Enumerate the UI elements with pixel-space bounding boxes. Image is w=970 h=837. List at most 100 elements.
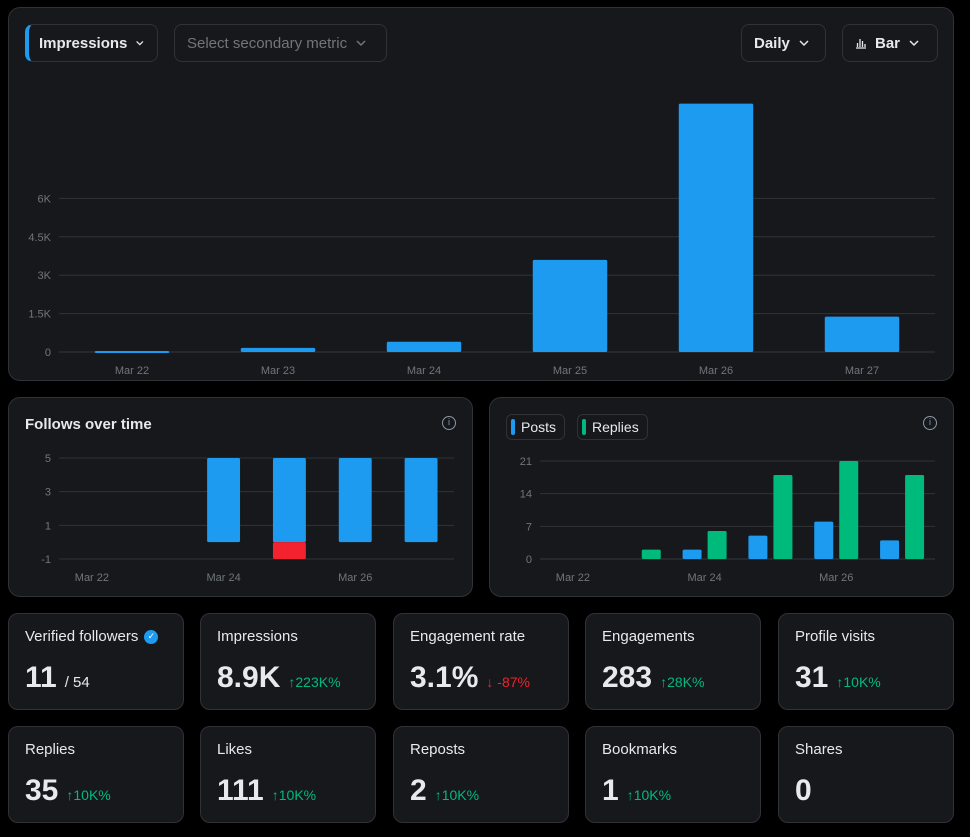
bar-impressions-mar-23 — [240, 347, 316, 352]
x-tick-label: Mar 25 — [553, 365, 587, 377]
stat-card-replies: Replies 35 ↑10K% — [8, 726, 184, 823]
follows-bar-chart: -1 1 3 5 Mar 22 Mar 24 Mar 26 — [41, 453, 454, 584]
legend-replies-swatch — [582, 419, 586, 435]
follows-panel: Follows over time i -1 1 3 5 Mar 22 Mar 24 Mar… — [8, 397, 473, 597]
stat-label: Shares — [795, 741, 843, 758]
primary-metric-label: Impressions — [39, 34, 128, 52]
stat-card-engagement-rate: Engagement rate 3.1% ↓ -87% — [393, 613, 569, 710]
stat-value: 35 — [25, 774, 59, 807]
stat-card-shares: Shares 0 — [778, 726, 954, 823]
bar-follows-mar-25 — [272, 458, 306, 543]
bar-follows-mar-26 — [338, 458, 372, 543]
stat-label: Likes — [217, 741, 253, 758]
x-tick-label: Mar 26 — [338, 572, 372, 584]
stat-value: 31 — [795, 661, 829, 694]
bar-unfollows-mar-25 — [272, 542, 306, 559]
stat-label: Verified followers — [25, 628, 139, 645]
stat-card-profile-visits: Profile visits 31 ↑10K% — [778, 613, 954, 710]
y-tick-label: 21 — [520, 456, 532, 468]
stat-value: 111 — [217, 774, 264, 807]
y-tick-label: 7 — [526, 521, 532, 533]
bar-follows-mar-27 — [404, 458, 438, 543]
stat-card-impressions: Impressions 8.9K ↑223K% — [200, 613, 376, 710]
stat-change: ↑10K% — [434, 787, 480, 803]
x-tick-label: Mar 26 — [699, 365, 733, 377]
stat-card-engagements: Engagements 283 ↑28K% — [585, 613, 761, 710]
stat-label: Engagements — [602, 628, 695, 645]
legend-replies[interactable]: Replies — [577, 414, 648, 440]
y-tick-label: 3 — [45, 487, 51, 499]
x-tick-label: Mar 22 — [75, 572, 109, 584]
y-tick-label: -1 — [41, 554, 51, 566]
legend-posts-label: Posts — [521, 419, 557, 435]
impressions-chart-panel: Impressions Select secondary metric Dail… — [8, 7, 954, 381]
bar-impressions-mar-26 — [678, 103, 754, 353]
y-tick-label: 1.5K — [28, 309, 51, 321]
x-tick-label: Mar 22 — [115, 365, 149, 377]
bar-posts-mar-26 — [814, 521, 834, 559]
secondary-metric-dropdown[interactable]: Select secondary metric — [174, 24, 387, 62]
stat-label: Replies — [25, 741, 76, 758]
x-tick-label: Mar 22 — [556, 572, 590, 584]
chevron-down-icon — [909, 40, 919, 47]
legend-posts[interactable]: Posts — [506, 414, 566, 440]
stat-label: Engagement rate — [410, 628, 526, 645]
chart-type-label: Bar — [875, 34, 901, 52]
x-tick-label: Mar 23 — [261, 365, 295, 377]
stat-value: 0 — [795, 774, 812, 807]
impressions-bar-chart: 0 1.5K 3K 4.5K 6K Mar 22 Mar 23 Mar 24 Mar 25 Mar… — [28, 103, 935, 377]
stat-change: ↑10K% — [66, 787, 111, 803]
interval-dropdown[interactable]: Daily — [741, 24, 826, 62]
y-tick-label: 3K — [38, 270, 52, 282]
stat-value: 3.1% — [410, 661, 479, 694]
y-tick-label: 6K — [38, 193, 52, 205]
stat-value: 8.9K — [217, 661, 281, 694]
legend-replies-label: Replies — [592, 419, 639, 435]
stat-value: 11 — [25, 661, 57, 694]
stat-label: Impressions — [217, 628, 298, 645]
chart-type-dropdown[interactable]: Bar — [842, 24, 938, 62]
bar-impressions-mar-24 — [386, 341, 462, 352]
chevron-down-icon — [356, 40, 366, 47]
stat-change: ↑10K% — [271, 787, 317, 803]
y-tick-label: 0 — [526, 554, 532, 566]
stat-change: ↓ -87% — [486, 674, 530, 690]
legend-posts-swatch — [511, 419, 515, 435]
x-tick-label: Mar 24 — [206, 572, 240, 584]
stat-change: ↑223K% — [288, 674, 341, 690]
x-tick-label: Mar 26 — [819, 572, 853, 584]
stat-sub: / 54 — [64, 674, 90, 691]
bar-replies-mar-23 — [641, 549, 661, 559]
interval-label: Daily — [754, 34, 790, 52]
info-icon[interactable]: i — [442, 416, 456, 430]
bar-follows-mar-24 — [207, 458, 241, 543]
x-tick-label: Mar 24 — [687, 572, 721, 584]
bar-chart-icon — [856, 39, 866, 49]
bar-posts-mar-25 — [748, 535, 768, 559]
posts-replies-panel: Posts Replies i 0 7 14 21 Mar 22 Mar 24 Mar 26 — [489, 397, 954, 597]
stat-value: 1 — [602, 774, 619, 807]
secondary-metric-placeholder: Select secondary metric — [187, 34, 348, 52]
stat-change: ↑10K% — [836, 674, 881, 690]
stat-label: Profile visits — [795, 628, 876, 645]
bar-impressions-mar-22 — [94, 350, 170, 353]
stat-value: 283 — [602, 661, 653, 694]
chevron-down-icon — [799, 40, 809, 47]
chevron-down-icon — [136, 40, 144, 46]
y-tick-label: 5 — [45, 453, 51, 465]
stat-card-bookmarks: Bookmarks 1 ↑10K% — [585, 726, 761, 823]
stat-card-likes: Likes 111 ↑10K% — [200, 726, 376, 823]
stat-card-verified-followers: Verified followers ✓ 11 / 54 — [8, 613, 184, 710]
bar-replies-mar-25 — [773, 475, 793, 559]
bar-posts-mar-27 — [880, 540, 900, 559]
stat-label: Reposts — [410, 741, 466, 758]
bar-impressions-mar-27 — [824, 316, 900, 352]
primary-metric-dropdown[interactable]: Impressions — [25, 24, 158, 62]
bar-replies-mar-24 — [707, 531, 727, 559]
bar-replies-mar-26 — [839, 461, 859, 559]
posts-replies-bar-chart: 0 7 14 21 Mar 22 Mar 24 Mar 26 — [520, 456, 935, 584]
info-icon[interactable]: i — [923, 416, 937, 430]
bar-replies-mar-27 — [905, 475, 925, 559]
y-tick-label: 14 — [520, 489, 532, 501]
y-tick-label: 4.5K — [28, 232, 51, 244]
